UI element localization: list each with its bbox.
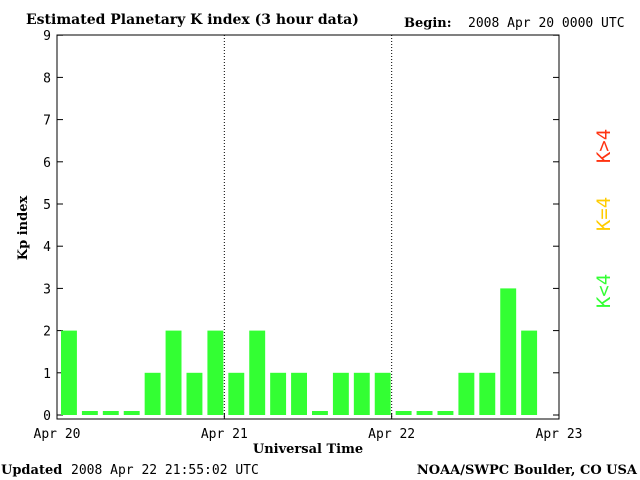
legend-k-above-4: K>4 <box>593 129 615 163</box>
y-tick-label: 1 <box>43 367 51 382</box>
kp-bar <box>395 411 412 415</box>
kp-bar <box>81 411 98 415</box>
kp-bar <box>123 411 140 415</box>
credit-text: NOAA/SWPC Boulder, CO USA <box>417 463 638 478</box>
plot-frame <box>56 34 560 420</box>
kp-bar <box>102 411 119 415</box>
legend-k-equal-4: K=4 <box>593 197 615 231</box>
y-tick-label: 7 <box>43 114 51 129</box>
kp-bar <box>249 330 266 415</box>
updated-value: 2008 Apr 22 21:55:02 UTC <box>71 463 259 478</box>
y-axis-label: Kp index <box>16 196 31 261</box>
kp-bar <box>61 330 77 415</box>
kp-bar <box>500 288 517 415</box>
kp-bar <box>332 372 349 415</box>
kp-bar <box>479 372 496 415</box>
begin-value: 2008 Apr 20 0000 UTC <box>468 16 625 31</box>
y-axis-ticks: 0 1 2 3 4 5 6 7 8 9 <box>43 29 559 424</box>
x-tick-label: Apr 21 <box>201 427 248 442</box>
y-tick-label: 2 <box>43 325 51 340</box>
x-axis-ticks: Apr 20 Apr 21 Apr 22 Apr 23 <box>34 413 583 442</box>
y-tick-label: 0 <box>43 409 51 424</box>
chart-title: Estimated Planetary K index (3 hour data… <box>26 12 359 28</box>
y-tick-label: 9 <box>43 29 51 44</box>
begin-label: Begin: <box>404 16 452 31</box>
kp-bar <box>270 372 287 415</box>
kp-bar <box>312 411 328 415</box>
x-tick-label: Apr 20 <box>34 427 81 442</box>
x-tick-label: Apr 23 <box>536 427 583 442</box>
kp-bar <box>228 372 245 415</box>
y-tick-label: 5 <box>43 198 51 213</box>
kp-bar <box>144 372 161 415</box>
kp-bar <box>353 372 370 415</box>
kp-bar <box>291 372 307 415</box>
kp-bar <box>374 372 391 415</box>
day-separators <box>223 35 393 419</box>
kp-bar <box>521 330 538 415</box>
kp-bar <box>165 330 182 415</box>
updated-label: Updated <box>1 463 62 478</box>
kp-bar <box>186 372 203 415</box>
y-tick-label: 8 <box>43 71 51 86</box>
kp-bar <box>416 411 433 415</box>
y-tick-label: 4 <box>43 240 51 255</box>
y-tick-label: 3 <box>43 282 51 297</box>
x-axis-label: Universal Time <box>253 442 363 457</box>
kp-bar <box>458 372 475 415</box>
legend-k-below-4: K<4 <box>593 274 615 308</box>
y-tick-label: 6 <box>43 156 51 171</box>
kp-bar <box>437 411 454 415</box>
x-tick-label: Apr 22 <box>368 427 415 442</box>
kp-bars <box>61 288 538 415</box>
kp-bar <box>207 330 224 415</box>
